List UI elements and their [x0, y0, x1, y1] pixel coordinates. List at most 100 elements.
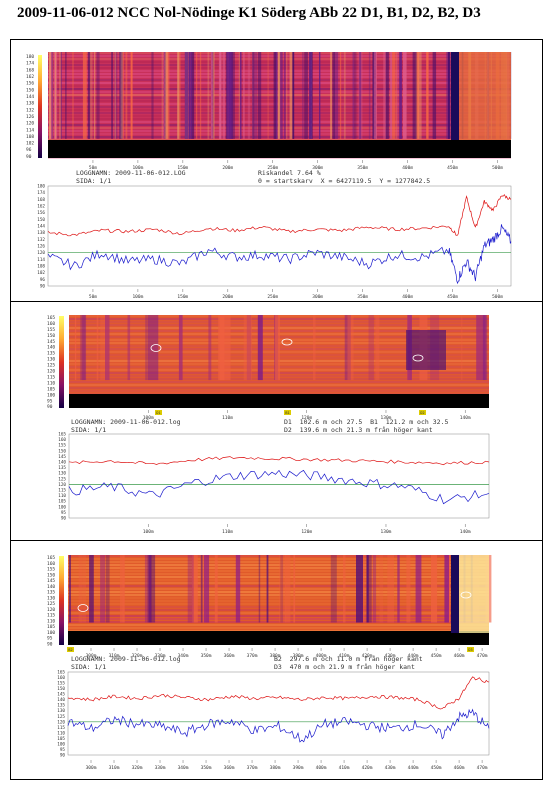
heatmap-streak	[114, 52, 116, 139]
heatmap-streak	[286, 52, 288, 139]
heatmap-streak	[368, 52, 371, 139]
heatmap-streak	[191, 52, 195, 139]
heatmap-y-tick: 132	[26, 107, 34, 113]
heatmap-streak	[119, 52, 123, 139]
heatmap-y-tick: 96	[26, 147, 32, 153]
heatmap-band	[68, 627, 489, 629]
heatmap-y-tick: 100	[47, 630, 55, 636]
y-tick-label: 144	[37, 224, 45, 230]
heatmap-streak	[253, 52, 258, 139]
heatmap-streak	[375, 315, 380, 381]
heatmap-y-tick: 174	[26, 61, 34, 67]
y-tick-label: 105	[58, 499, 66, 505]
heatmap-y-tick: 138	[26, 101, 34, 107]
heatmap-streak	[51, 52, 53, 139]
x-tick-label: 460m	[454, 653, 465, 659]
heatmap-streak	[372, 555, 377, 623]
y-tick-label: 180	[37, 184, 45, 190]
heatmap-streak	[231, 52, 235, 139]
x-tick-label: 200m	[222, 165, 233, 171]
heatmap	[48, 52, 512, 159]
heatmap-y-tick: 126	[26, 114, 34, 120]
heatmap-streak	[319, 52, 321, 139]
coord-label: 0 = startskarv X = 6427119.5 Y = 1277842…	[258, 177, 431, 185]
x-tick-label: 100m	[143, 529, 154, 535]
heatmap-streak	[397, 555, 400, 623]
y-tick-label: 120	[37, 250, 45, 256]
heatmap-y-tick: 168	[26, 67, 34, 73]
y-tick-label: 138	[37, 230, 45, 236]
x-tick-label: 140m	[460, 529, 471, 535]
heatmap-streak	[49, 52, 53, 139]
x-tick-label: 150m	[177, 294, 188, 300]
heatmap-streak	[368, 315, 374, 381]
heatmap-streak	[280, 555, 284, 623]
color-scale-bar	[59, 316, 64, 408]
heatmap-band	[68, 585, 489, 587]
marker-b1	[281, 338, 293, 346]
heatmap-dark-band	[451, 52, 459, 140]
x-tick-label: 320m	[132, 765, 143, 771]
heatmap-streak	[184, 52, 189, 139]
panel-3: 165 160 155 150 145 140 135 130 125 120 115 110 105 1…	[10, 540, 543, 780]
heatmap-y-tick: 102	[26, 141, 34, 147]
y-tick-label: 150	[58, 448, 66, 454]
heatmap-streak	[293, 555, 296, 623]
heatmap-streak	[476, 315, 486, 381]
heatmap-streak	[96, 52, 100, 139]
y-tick-label: 115	[57, 725, 65, 731]
x-tick-label: 140m	[460, 415, 471, 421]
heatmap-streak	[166, 52, 170, 139]
heatmap-streak	[100, 315, 109, 381]
heatmap-y-tick: 120	[47, 369, 55, 375]
heatmap-streak	[127, 315, 131, 381]
y-tick-label: 155	[58, 443, 66, 449]
heatmap-streak	[60, 52, 62, 139]
heatmap-streak	[148, 315, 159, 381]
heatmap-y-tick: 150	[47, 572, 55, 578]
heatmap-streak	[219, 52, 222, 139]
heatmap-y-tick: 150	[47, 333, 55, 339]
y-tick-label: 95	[61, 510, 67, 516]
heatmap-streak	[218, 315, 225, 381]
heatmap-hot-zone	[459, 555, 489, 633]
heatmap-streak	[203, 555, 210, 623]
x-tick-label: 430m	[385, 765, 396, 771]
defect-label-2: D3 470 m och 21.9 m från höger kant	[274, 663, 415, 671]
line-chart: 1651601551501451401351301251201151101051…	[58, 432, 490, 522]
heatmap-y-tick: 90	[47, 641, 53, 647]
heatmap-streak	[105, 315, 110, 381]
heatmap-streak	[403, 52, 407, 139]
heatmap-y-tick: 144	[26, 94, 34, 100]
y-tick-label: 90	[60, 753, 66, 759]
heatmap-streak	[145, 315, 148, 381]
heatmap-streak	[59, 52, 62, 139]
x-tick-label: 310m	[109, 765, 120, 771]
x-tick-label: 380m	[270, 765, 281, 771]
heatmap-band	[69, 384, 489, 386]
y-tick-label: 100	[57, 741, 65, 747]
x-tick-label: 370m	[247, 765, 258, 771]
heatmap-streak	[243, 52, 245, 139]
heatmap-y-tick: 180	[26, 54, 34, 60]
heatmap-y-tick: 110	[47, 618, 55, 624]
heatmap-streak	[212, 52, 215, 139]
y-tick-label: 150	[57, 686, 65, 692]
y-tick-label: 90	[40, 284, 46, 290]
heatmap-streak	[383, 52, 386, 139]
x-tick-label: 300m	[312, 165, 323, 171]
heatmap-y-tick: 110	[47, 380, 55, 386]
heatmap-streak	[72, 52, 74, 139]
heatmap-y-tick: 90	[26, 154, 32, 160]
y-tick-label: 135	[57, 703, 65, 709]
heatmap-streak	[302, 52, 304, 139]
heatmap-band	[68, 621, 489, 623]
heatmap-band	[68, 555, 489, 557]
heatmap-dark-zone	[69, 394, 489, 408]
y-tick-label: 160	[57, 675, 65, 681]
heatmap-streak	[246, 315, 252, 381]
heatmap-y-tick: 95	[47, 636, 53, 642]
heatmap-streak	[219, 315, 231, 381]
heatmap-streak	[304, 52, 308, 139]
y-tick-label: 115	[58, 488, 66, 494]
